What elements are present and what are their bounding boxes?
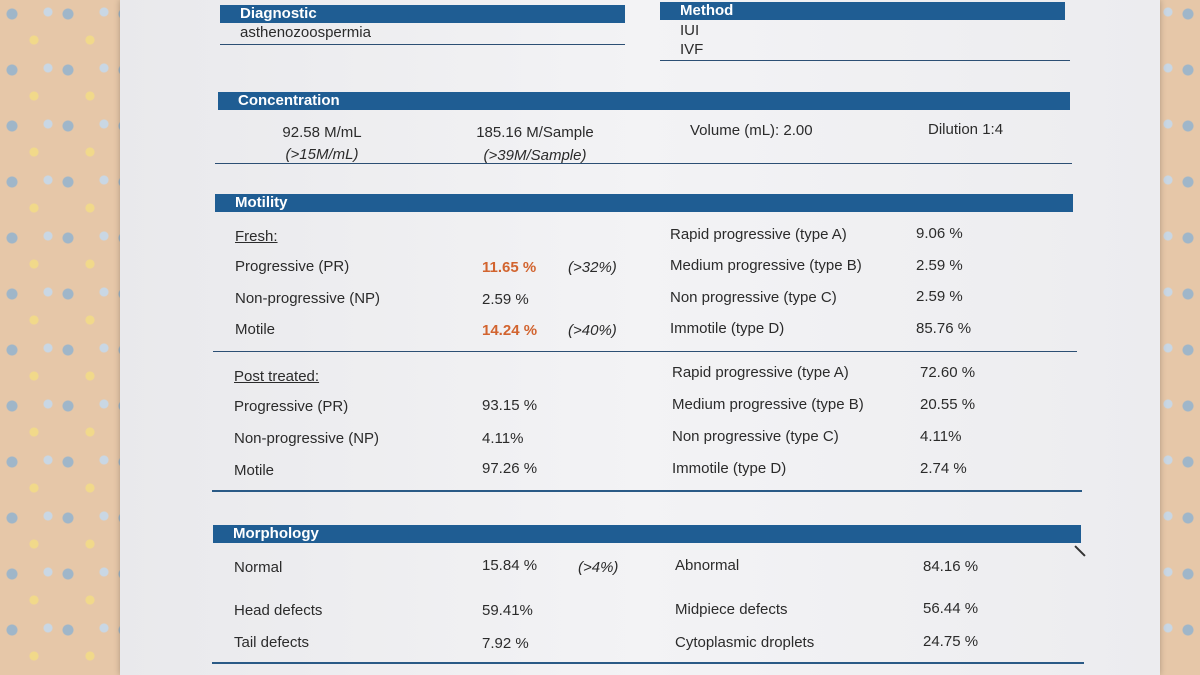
method-iui: IUI <box>680 22 700 39</box>
post-nonprogressive-label: Non-progressive (NP) <box>234 430 380 447</box>
morphology-header: Morphology <box>213 525 1081 543</box>
morphology-tail-label: Tail defects <box>234 634 310 651</box>
fresh-progressive-ref: (>32%) <box>568 259 617 276</box>
fresh-type-a-label: Rapid progressive (type A) <box>670 226 847 243</box>
fresh-progressive-value: 11.65 % <box>482 259 537 276</box>
post-type-c-label: Non progressive (type C) <box>672 428 839 445</box>
method-label: Method <box>680 2 734 19</box>
fresh-label: Fresh: <box>235 228 278 245</box>
morphology-midpiece-label: Midpiece defects <box>675 601 788 618</box>
morphology-rule <box>212 662 1084 664</box>
morphology-normal-label: Normal <box>234 559 283 576</box>
fresh-nonprogressive-value: 2.59 % <box>482 291 529 308</box>
fresh-rule <box>213 351 1077 352</box>
concentration-volume: Volume (mL): 2.00 <box>690 122 813 139</box>
fresh-type-c-label: Non progressive (type C) <box>670 289 837 306</box>
fresh-motile-label: Motile <box>235 321 276 338</box>
post-type-a-label: Rapid progressive (type A) <box>672 364 849 381</box>
concentration-title: Concentration <box>238 92 340 109</box>
diagnostic-label: Diagnostic <box>240 5 317 22</box>
post-progressive-value: 93.15 % <box>482 397 538 414</box>
post-type-a-value: 72.60 % <box>920 364 976 381</box>
report-sheet <box>120 0 1160 675</box>
morphology-tail-value: 7.92 % <box>482 635 529 652</box>
concentration-dilution: Dilution 1:4 <box>928 121 1004 138</box>
concentration-header: Concentration <box>218 92 1070 110</box>
method-ivf: IVF <box>680 41 704 58</box>
morphology-normal-value: 15.84 % <box>482 557 538 574</box>
fresh-type-b-label: Medium progressive (type B) <box>670 257 862 274</box>
morphology-head-value: 59.41% <box>482 602 533 619</box>
morphology-droplets-label: Cytoplasmic droplets <box>675 634 815 651</box>
post-motile-label: Motile <box>234 462 275 479</box>
concentration-per-sample: 185.16 M/Sample <box>476 124 594 141</box>
post-type-c-value: 4.11% <box>920 428 962 445</box>
post-motile-value: 97.26 % <box>482 460 538 477</box>
post-type-d-value: 2.74 % <box>920 460 967 477</box>
diagnostic-header: Diagnostic <box>220 5 625 23</box>
post-progressive-label: Progressive (PR) <box>234 398 349 415</box>
morphology-midpiece-value: 56.44 % <box>923 600 979 617</box>
post-type-b-value: 20.55 % <box>920 396 976 413</box>
post-type-b-label: Medium progressive (type B) <box>672 396 864 413</box>
fresh-type-a-value: 9.06 % <box>916 225 963 242</box>
post-type-d-label: Immotile (type D) <box>672 460 787 477</box>
post-rule <box>212 490 1082 492</box>
concentration-rule <box>215 163 1072 164</box>
morphology-head-label: Head defects <box>234 602 323 619</box>
fresh-motile-value: 14.24 % <box>482 322 538 339</box>
method-rule <box>660 60 1070 61</box>
diagnostic-value: asthenozoospermia <box>240 24 371 41</box>
fresh-type-c-value: 2.59 % <box>916 288 963 305</box>
fresh-nonprogressive-label: Non-progressive (NP) <box>235 290 381 307</box>
motility-header: Motility <box>215 194 1073 212</box>
post-label: Post treated: <box>234 368 320 385</box>
motility-title: Motility <box>235 194 288 211</box>
morphology-normal-ref: (>4%) <box>578 559 619 576</box>
fresh-type-d-label: Immotile (type D) <box>670 320 785 337</box>
concentration-per-ml: 92.58 M/mL <box>282 124 362 141</box>
fresh-motile-ref: (>40%) <box>568 322 617 339</box>
fresh-progressive-label: Progressive (PR) <box>235 258 350 275</box>
post-nonprogressive-value: 4.11% <box>482 430 524 447</box>
fresh-type-b-value: 2.59 % <box>916 257 963 274</box>
morphology-droplets-value: 24.75 % <box>923 633 979 650</box>
fresh-type-d-value: 85.76 % <box>916 320 972 337</box>
method-header: Method <box>660 2 1065 20</box>
morphology-title: Morphology <box>233 525 319 542</box>
morphology-abnormal-label: Abnormal <box>675 557 740 574</box>
diagnostic-rule <box>220 44 625 45</box>
concentration-per-sample-ref: (>39M/Sample) <box>483 147 587 164</box>
concentration-per-ml-ref: (>15M/mL) <box>285 146 359 163</box>
morphology-abnormal-value: 84.16 % <box>923 558 979 575</box>
